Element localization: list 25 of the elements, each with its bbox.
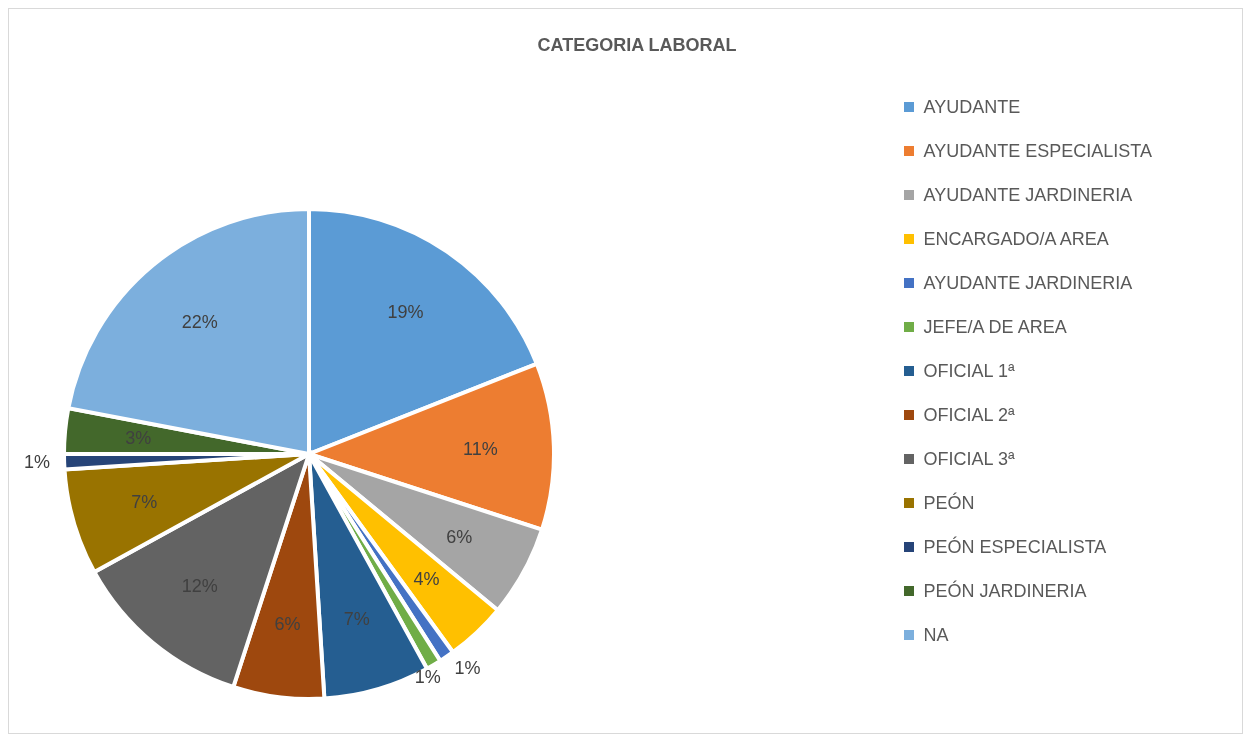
data-label: 22% (181, 311, 218, 332)
data-label: 19% (387, 302, 424, 323)
legend-label: PEÓN ESPECIALISTA (923, 536, 1107, 558)
legend-label: JEFE/A DE AREA (923, 316, 1067, 338)
chart-title: CATEGORIA LABORAL (537, 35, 737, 55)
legend-label: PEÓN JARDINERIA (923, 580, 1087, 602)
legend-label: OFICIAL 2ª (923, 404, 1015, 426)
legend-label: AYUDANTE ESPECIALISTA (923, 140, 1152, 162)
legend-label: AYUDANTE (923, 96, 1021, 118)
legend-label: AYUDANTE JARDINERIA (923, 184, 1133, 206)
legend-label: OFICIAL 3ª (923, 448, 1015, 470)
data-label: 1% (24, 452, 51, 473)
legend-label: OFICIAL 1ª (923, 360, 1015, 382)
data-label: 6% (274, 614, 301, 635)
data-label: 4% (413, 569, 440, 590)
legend-label: ENCARGADO/A AREA (923, 228, 1109, 250)
legend-label: AYUDANTE JARDINERIA (923, 272, 1133, 294)
data-label: 7% (343, 608, 370, 629)
data-label: 6% (446, 526, 473, 547)
data-label: 1% (414, 666, 441, 687)
data-label: 1% (454, 658, 481, 679)
data-label: 11% (463, 438, 498, 459)
data-label: 7% (131, 491, 158, 512)
legend-label: NA (923, 624, 949, 646)
legend-label: PEÓN (923, 492, 975, 514)
